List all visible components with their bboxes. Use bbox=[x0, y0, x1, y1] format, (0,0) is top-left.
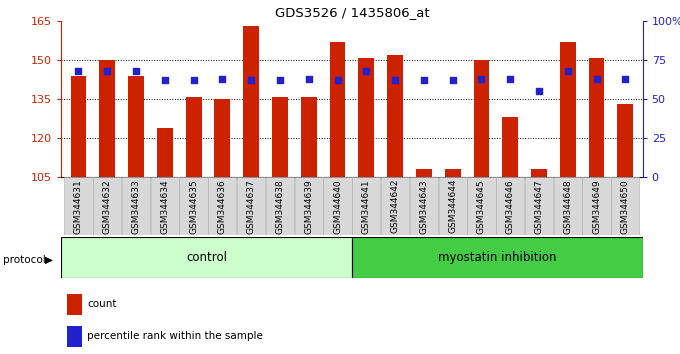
Text: GSM344637: GSM344637 bbox=[247, 179, 256, 234]
Text: ▶: ▶ bbox=[45, 255, 53, 265]
FancyBboxPatch shape bbox=[65, 177, 92, 235]
Bar bbox=[67, 294, 82, 315]
Bar bbox=[186, 97, 201, 177]
Bar bbox=[67, 326, 82, 347]
Point bbox=[217, 76, 228, 82]
Point bbox=[591, 76, 602, 82]
Text: GSM344641: GSM344641 bbox=[362, 179, 371, 234]
Text: GSM344636: GSM344636 bbox=[218, 179, 227, 234]
Point bbox=[361, 68, 372, 74]
Point bbox=[332, 78, 343, 83]
Point bbox=[418, 78, 429, 83]
Bar bbox=[330, 42, 345, 177]
Bar bbox=[589, 58, 605, 177]
Text: percentile rank within the sample: percentile rank within the sample bbox=[87, 331, 263, 341]
FancyBboxPatch shape bbox=[467, 177, 496, 235]
FancyBboxPatch shape bbox=[439, 177, 466, 235]
Text: GSM344642: GSM344642 bbox=[390, 179, 400, 233]
Point bbox=[447, 78, 458, 83]
Text: GSM344634: GSM344634 bbox=[160, 179, 169, 234]
Bar bbox=[531, 169, 547, 177]
Text: control: control bbox=[186, 251, 227, 264]
FancyBboxPatch shape bbox=[583, 177, 611, 235]
Point bbox=[159, 78, 170, 83]
FancyBboxPatch shape bbox=[237, 177, 265, 235]
Text: GSM344638: GSM344638 bbox=[275, 179, 284, 234]
FancyBboxPatch shape bbox=[324, 177, 352, 235]
Bar bbox=[387, 55, 403, 177]
FancyBboxPatch shape bbox=[151, 177, 179, 235]
FancyBboxPatch shape bbox=[93, 177, 121, 235]
Point bbox=[505, 76, 515, 82]
Bar bbox=[358, 58, 374, 177]
Bar bbox=[128, 76, 144, 177]
Point bbox=[131, 68, 141, 74]
FancyBboxPatch shape bbox=[266, 177, 294, 235]
FancyBboxPatch shape bbox=[352, 237, 643, 278]
Bar bbox=[99, 60, 115, 177]
FancyBboxPatch shape bbox=[294, 177, 323, 235]
Text: GSM344650: GSM344650 bbox=[621, 179, 630, 234]
Text: GSM344633: GSM344633 bbox=[131, 179, 141, 234]
Bar bbox=[473, 60, 490, 177]
Text: GSM344632: GSM344632 bbox=[103, 179, 112, 234]
Point bbox=[562, 68, 573, 74]
Text: GSM344640: GSM344640 bbox=[333, 179, 342, 234]
Point bbox=[534, 88, 545, 94]
FancyBboxPatch shape bbox=[208, 177, 237, 235]
FancyBboxPatch shape bbox=[525, 177, 553, 235]
Point bbox=[303, 76, 314, 82]
Point bbox=[620, 76, 631, 82]
Text: count: count bbox=[87, 299, 117, 309]
Point bbox=[188, 78, 199, 83]
FancyBboxPatch shape bbox=[381, 177, 409, 235]
Text: myostatin inhibition: myostatin inhibition bbox=[438, 251, 556, 264]
FancyBboxPatch shape bbox=[352, 177, 380, 235]
Text: GSM344649: GSM344649 bbox=[592, 179, 601, 234]
Bar bbox=[157, 128, 173, 177]
Text: protocol: protocol bbox=[3, 255, 46, 265]
Text: GSM344647: GSM344647 bbox=[534, 179, 543, 234]
Bar bbox=[503, 117, 518, 177]
FancyBboxPatch shape bbox=[554, 177, 582, 235]
FancyBboxPatch shape bbox=[496, 177, 524, 235]
Point bbox=[476, 76, 487, 82]
Bar bbox=[416, 169, 432, 177]
Bar bbox=[71, 76, 86, 177]
Text: GSM344631: GSM344631 bbox=[74, 179, 83, 234]
Point bbox=[390, 78, 401, 83]
Point bbox=[102, 68, 113, 74]
Text: GSM344646: GSM344646 bbox=[506, 179, 515, 234]
Point bbox=[245, 78, 256, 83]
Bar bbox=[272, 97, 288, 177]
Text: GSM344639: GSM344639 bbox=[304, 179, 313, 234]
Text: GSM344645: GSM344645 bbox=[477, 179, 486, 234]
Text: GSM344648: GSM344648 bbox=[563, 179, 573, 234]
Bar bbox=[560, 42, 576, 177]
FancyBboxPatch shape bbox=[410, 177, 438, 235]
Text: GSM344644: GSM344644 bbox=[448, 179, 457, 233]
Point bbox=[275, 78, 286, 83]
Point bbox=[73, 68, 84, 74]
Bar bbox=[301, 97, 317, 177]
Text: GSM344635: GSM344635 bbox=[189, 179, 198, 234]
Text: GSM344643: GSM344643 bbox=[420, 179, 428, 234]
FancyBboxPatch shape bbox=[122, 177, 150, 235]
Bar bbox=[617, 104, 633, 177]
Bar bbox=[214, 99, 231, 177]
FancyBboxPatch shape bbox=[61, 237, 352, 278]
FancyBboxPatch shape bbox=[611, 177, 639, 235]
Title: GDS3526 / 1435806_at: GDS3526 / 1435806_at bbox=[275, 6, 429, 19]
Bar bbox=[445, 169, 460, 177]
FancyBboxPatch shape bbox=[180, 177, 207, 235]
Bar bbox=[243, 27, 259, 177]
